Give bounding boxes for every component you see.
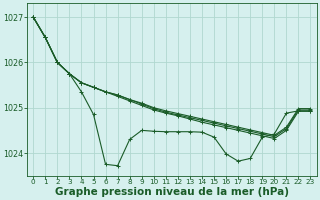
X-axis label: Graphe pression niveau de la mer (hPa): Graphe pression niveau de la mer (hPa) bbox=[55, 187, 289, 197]
